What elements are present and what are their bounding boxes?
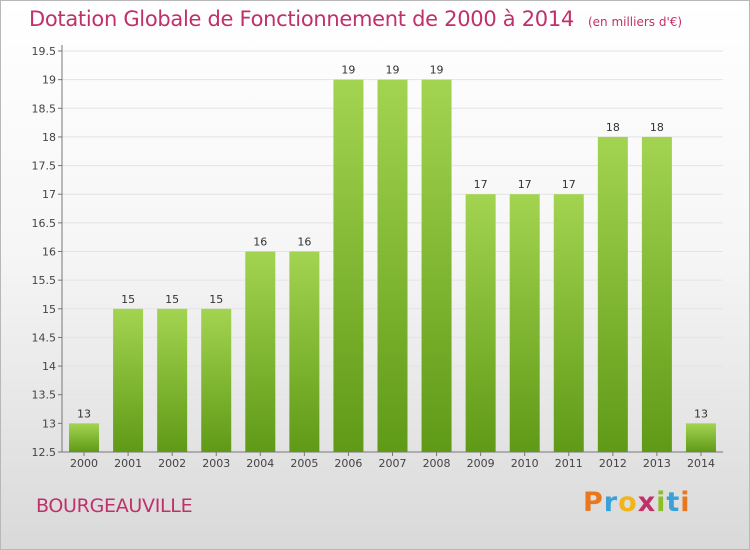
y-tick-label: 19.5	[32, 45, 57, 58]
data-label: 18	[650, 121, 664, 134]
axes: 12.5 13 13.5 14 14.5 15 15.5 16 16.5 17 17.5 18 18.5…	[32, 45, 723, 470]
bar-2002	[157, 308, 188, 452]
y-tick-label: 17	[42, 188, 56, 201]
bar-2011	[553, 194, 584, 452]
chart-title: Dotation Globale de Fonctionnement de 20…	[29, 7, 574, 31]
data-label: 15	[165, 293, 179, 306]
y-tick-label: 19	[42, 74, 56, 87]
data-labels: 13 15 15 15 16 16 19 19 19 17 17 17 18 18 13	[77, 64, 708, 421]
data-label: 16	[297, 236, 311, 249]
logo-letter: i	[680, 487, 691, 518]
logo-letter: i	[656, 487, 667, 518]
y-tick-label: 18	[42, 131, 56, 144]
bar-2003	[201, 308, 232, 452]
data-label: 15	[121, 293, 135, 306]
y-tick-label: 14	[42, 360, 56, 373]
data-label: 19	[430, 64, 444, 77]
logo-letter: r	[603, 487, 619, 518]
x-tick-label: 2007	[379, 457, 407, 470]
x-tick-label: 2010	[511, 457, 539, 470]
x-tick-label: 2009	[467, 457, 495, 470]
data-label: 13	[694, 407, 708, 420]
bar-2000	[69, 423, 100, 452]
x-tick-label: 2006	[334, 457, 362, 470]
bar-2009	[465, 194, 496, 452]
x-tick-label: 2014	[687, 457, 715, 470]
x-tick-label: 2001	[114, 457, 142, 470]
x-tick-label: 2008	[423, 457, 451, 470]
logo-letter: x	[637, 487, 657, 518]
bar-2001	[113, 308, 144, 452]
bar-2010	[509, 194, 540, 452]
y-tick-label: 15.5	[32, 274, 57, 287]
bar-2004	[245, 251, 276, 452]
proxiti-logo[interactable]: Proxiti	[583, 487, 691, 518]
y-tick-label: 16.5	[32, 217, 57, 230]
data-label: 19	[386, 64, 400, 77]
x-tick-label: 2012	[599, 457, 627, 470]
data-label: 13	[77, 407, 91, 420]
y-tick-label: 14.5	[32, 331, 57, 344]
data-label: 15	[209, 293, 223, 306]
bar-2008	[421, 79, 452, 453]
bars	[69, 79, 716, 453]
x-tick-label: 2003	[202, 457, 230, 470]
x-tick-label: 2005	[290, 457, 318, 470]
chart-unit: (en milliers d'€)	[587, 15, 683, 29]
bar-2007	[377, 79, 408, 453]
data-label: 17	[474, 178, 488, 191]
x-tick-label: 2000	[70, 457, 98, 470]
logo-letter: P	[583, 487, 604, 518]
logo-letter: t	[666, 487, 681, 518]
bar-2006	[333, 79, 364, 453]
x-tick-label: 2002	[158, 457, 186, 470]
bar-2012	[597, 136, 628, 452]
y-tick-label: 13.5	[32, 389, 57, 402]
y-tick-label: 16	[42, 246, 56, 259]
chart-header: Dotation Globale de Fonctionnement de 20…	[29, 7, 682, 31]
y-tick-label: 13	[42, 417, 56, 430]
y-tick-label: 17.5	[32, 160, 57, 173]
data-label: 19	[341, 64, 355, 77]
data-label: 18	[606, 121, 620, 134]
commune-name: BOURGEAUVILLE	[36, 495, 193, 517]
bar-2005	[289, 251, 320, 452]
bar-2013	[641, 136, 672, 452]
x-tick-label: 2011	[555, 457, 583, 470]
y-tick-label: 12.5	[32, 446, 57, 459]
bar-2014	[685, 423, 716, 452]
data-label: 17	[562, 178, 576, 191]
data-label: 16	[253, 236, 267, 249]
data-label: 17	[518, 178, 532, 191]
y-tick-label: 18.5	[32, 102, 57, 115]
y-tick-label: 15	[42, 303, 56, 316]
x-tick-label: 2004	[246, 457, 274, 470]
x-tick-label: 2013	[643, 457, 671, 470]
logo-letter: o	[618, 487, 638, 518]
